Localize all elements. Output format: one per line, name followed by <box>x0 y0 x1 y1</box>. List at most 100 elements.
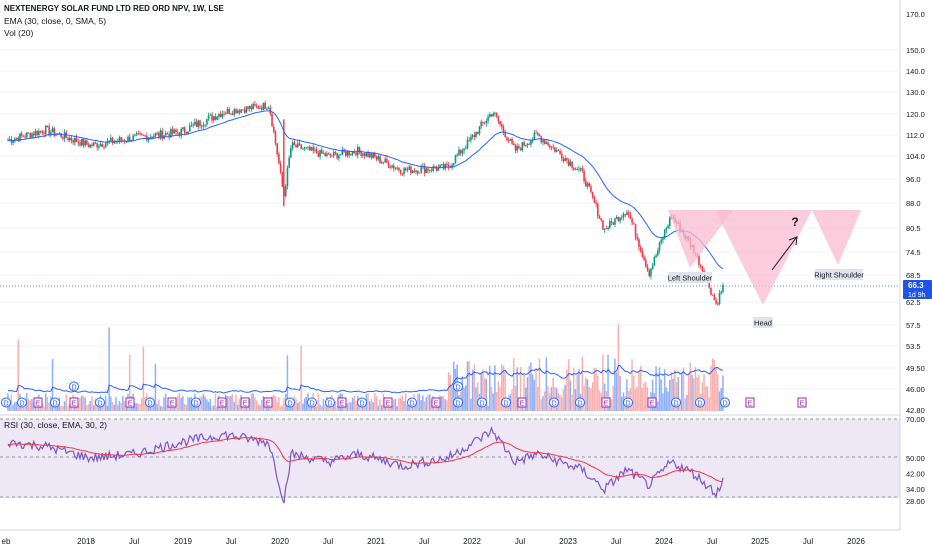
candle-body <box>86 140 88 145</box>
rsi-tick-label: 42.00 <box>906 470 925 479</box>
candle-body <box>224 113 227 115</box>
candle-body <box>657 250 659 256</box>
volume-bar <box>62 405 64 411</box>
candle-body <box>209 114 212 116</box>
volume-bar <box>236 404 239 411</box>
candle-body <box>110 137 112 141</box>
candle-body <box>341 149 344 155</box>
volume-bar <box>351 397 354 411</box>
volume-bar <box>590 388 592 411</box>
candle-body <box>291 142 294 148</box>
volume-bar <box>187 397 189 411</box>
candle-body <box>487 116 489 121</box>
volume-bar <box>257 404 260 411</box>
volume-bar <box>98 403 100 411</box>
volume-bar <box>34 406 37 411</box>
candle-body <box>615 216 618 219</box>
candle-body <box>250 106 253 110</box>
candle-body <box>214 116 217 120</box>
candle-body <box>622 214 625 218</box>
volume-bar <box>705 386 707 411</box>
candle-body <box>600 218 603 221</box>
candle-body <box>305 147 308 149</box>
candle-body <box>399 169 402 174</box>
earnings-marker: E <box>125 397 135 408</box>
candle-body <box>617 216 620 222</box>
candle-body <box>639 247 642 252</box>
volume-bar <box>600 392 602 411</box>
volume-bar <box>578 369 580 411</box>
candle-body <box>446 163 448 165</box>
volume-bar <box>87 404 90 411</box>
ema-legend[interactable]: EMA (30, close, 0, SMA, 5) <box>4 16 107 26</box>
candle-body <box>238 110 241 113</box>
volume-bar <box>276 402 278 411</box>
time-tick-label: Jul <box>707 537 717 546</box>
volume-bar <box>154 363 157 411</box>
volume-bar <box>233 401 236 411</box>
volume-bar <box>67 406 69 411</box>
volume-bar <box>547 385 549 411</box>
time-axis[interactable]: eb 2018 Jul 2019 Jul 2020 Jul 2021 Jul 2022 Jul 202… <box>2 537 866 546</box>
volume-legend[interactable]: Vol (20) <box>4 28 34 38</box>
candle-body <box>418 172 421 174</box>
price-axis[interactable]: 170.0 150.0 140.0 130.0 120.0 112.0 104.0 96.0 8… <box>906 10 925 415</box>
svg-text:E: E <box>266 401 271 408</box>
candle-body <box>404 168 407 171</box>
volume-bar <box>243 405 246 411</box>
volume-bar <box>94 398 97 411</box>
candle-body <box>454 155 457 164</box>
candle-body <box>559 150 561 154</box>
rsi-band-background <box>0 419 900 498</box>
volume-bar <box>279 406 282 411</box>
rsi-axis[interactable]: 70.00 50.00 42.00 34.00 28.00 <box>906 415 925 506</box>
volume-bar <box>512 358 515 411</box>
candle-body <box>219 113 222 118</box>
volume-bar <box>423 401 426 411</box>
head-shoulders-pattern[interactable] <box>668 210 861 305</box>
svg-text:D: D <box>147 401 152 408</box>
candle-body <box>581 168 584 171</box>
candle-body <box>300 144 302 150</box>
price-pane[interactable] <box>0 0 900 412</box>
candle-body <box>425 168 428 174</box>
dividend-marker: D <box>453 397 463 408</box>
candle-body <box>536 133 539 135</box>
volume-bar <box>526 377 529 411</box>
candle-body <box>233 109 236 115</box>
symbol-title[interactable]: NEXTENERGY SOLAR FUND LTD RED ORD NPV, 1… <box>4 4 224 13</box>
candle-body <box>605 228 608 230</box>
volume-bar <box>519 367 522 411</box>
candle-body <box>621 217 623 219</box>
dividend-marker: D <box>720 397 730 408</box>
candle-body <box>259 107 261 109</box>
candle-body <box>92 142 95 146</box>
candle-body <box>242 109 244 111</box>
candle-body <box>500 124 503 127</box>
rsi-legend[interactable]: RSI (30, close, EMA, 30, 2) <box>4 420 107 430</box>
volume-bar <box>717 374 719 411</box>
candle-body <box>101 144 104 147</box>
volume-bar <box>48 402 50 411</box>
candle-body <box>708 279 711 288</box>
time-tick-label: 2019 <box>174 537 192 546</box>
svg-text:D: D <box>577 401 582 408</box>
volume-bar <box>14 402 16 411</box>
candle-body <box>451 164 453 168</box>
volume-bar <box>693 378 695 411</box>
volume-bar <box>178 393 181 411</box>
volume-bar <box>540 399 542 411</box>
event-markers[interactable]: D D E D E D E D E D E E E D D D E D E D E D D D E D D E D E D D D E E D D <box>1 381 807 408</box>
candle-body <box>502 126 505 132</box>
volume-bar <box>166 405 169 411</box>
candle-body <box>490 114 493 117</box>
earnings-marker: E <box>69 397 79 408</box>
volume-bar <box>108 327 110 411</box>
svg-text:E: E <box>72 401 77 408</box>
candle-body <box>293 142 296 145</box>
candle-body <box>260 107 263 110</box>
volume-bar <box>475 387 477 411</box>
volume-bar <box>607 354 609 411</box>
last-price-value: 66.3 <box>908 281 924 290</box>
